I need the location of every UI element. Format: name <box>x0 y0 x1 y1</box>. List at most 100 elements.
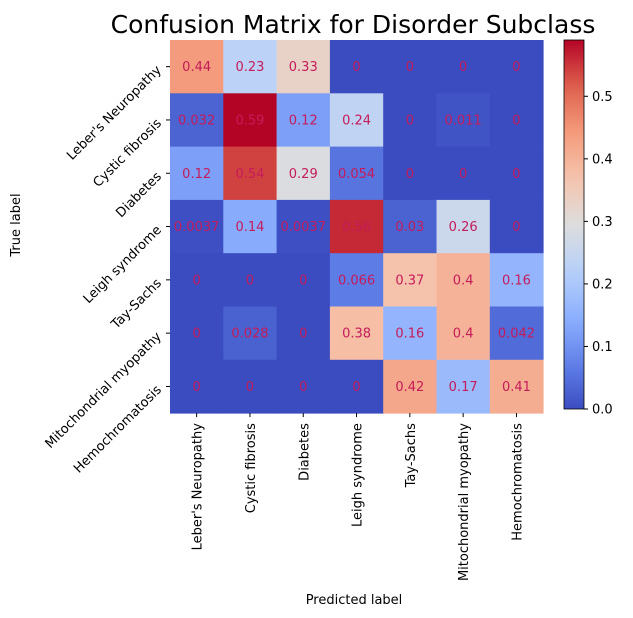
heatmap-cell <box>223 146 278 201</box>
heatmap-cell <box>223 253 278 307</box>
cell-value-label: 0.54 <box>235 167 264 182</box>
x-axis: Leber's Neuropathy Cystic fibrosis Diabete… <box>191 413 525 581</box>
heatmap-cell <box>383 146 437 201</box>
heatmap-cell <box>276 40 331 94</box>
heatmap-cell <box>436 199 491 254</box>
cell-value-label: 0.16 <box>502 273 531 288</box>
y-axis-label: True label <box>9 193 24 257</box>
cell-value-label: 0.028 <box>231 327 268 342</box>
heatmap-cell <box>170 253 224 307</box>
cell-value-label: 0.03 <box>395 220 424 235</box>
cell-value-label: 0 <box>193 273 201 288</box>
heatmap-cell <box>276 253 331 307</box>
heatmap-cell <box>489 199 544 254</box>
cell-value-label: 0.16 <box>395 327 424 342</box>
x-axis-label: Predicted label <box>306 593 403 608</box>
cell-value-label: 0.42 <box>395 380 424 395</box>
cell-value-label: 0 <box>246 380 254 395</box>
heatmap-cell <box>223 199 278 254</box>
cell-value-label: 0 <box>246 273 254 288</box>
heatmap-cell <box>489 253 544 307</box>
cell-value-label: 0.23 <box>235 60 264 75</box>
heatmap-cell <box>276 146 331 201</box>
cell-value-label: 0.011 <box>445 113 482 128</box>
heatmap-cell <box>276 199 331 254</box>
colorbar-gradient <box>563 39 585 410</box>
cell-value-label: 0 <box>406 167 414 182</box>
heatmap-cell <box>170 359 224 414</box>
heatmap-cell <box>383 253 437 307</box>
heatmap-cell <box>329 146 384 201</box>
cell-value-label: 0.042 <box>498 327 535 342</box>
cell-value-label: 0 <box>512 60 520 75</box>
heatmap-cell <box>489 40 544 94</box>
cell-value-label: 0 <box>406 113 414 128</box>
heatmap-cell <box>489 146 544 201</box>
heatmap-cell <box>276 93 331 148</box>
cell-value-label: 0 <box>512 167 520 182</box>
x-tick-label: Leigh syndrome <box>351 423 366 527</box>
heatmap-cell <box>223 359 278 414</box>
heatmap-cell <box>383 93 437 148</box>
cell-value-label: 0 <box>352 380 360 395</box>
cell-value-label: 0 <box>299 273 307 288</box>
y-tick-label: Leber's Neuropathy <box>64 63 165 164</box>
y-tick-label: Tay-Sachs <box>108 276 165 333</box>
cell-value-label: 0.59 <box>235 113 264 128</box>
cell-value-label: 0 <box>193 380 201 395</box>
x-tick-label: Leber's Neuropathy <box>191 423 206 551</box>
heatmap-cell <box>383 306 437 361</box>
cell-value-label: 0.12 <box>289 113 318 128</box>
cell-value-label: 0.26 <box>449 220 478 235</box>
cell-value-label: 0 <box>459 60 467 75</box>
x-tick-label: Hemochromatosis <box>510 423 525 541</box>
cell-value-label: 0.0037 <box>281 220 327 235</box>
heatmap-cell <box>489 93 544 148</box>
cell-value-label: 0 <box>512 113 520 128</box>
heatmap-cell <box>276 359 331 414</box>
cell-annotations: 0.44 0.23 0.33 0 0 0 0 0.032 0.59 0.12 0.24 0 0.011 0… <box>174 60 535 395</box>
cell-value-label: 0 <box>299 380 307 395</box>
heatmap-cell <box>436 359 491 414</box>
x-tick-label: Tay-Sachs <box>404 423 419 489</box>
colorbar-tick-label: 0.1 <box>592 340 613 355</box>
heatmap-cell <box>170 146 224 201</box>
heatmap-cell <box>383 199 437 254</box>
cell-value-label: 0.33 <box>289 60 318 75</box>
heatmap-cell <box>170 40 224 94</box>
cell-value-label: 0.0037 <box>174 220 220 235</box>
heatmap-cell <box>223 40 278 94</box>
heatmap-cell <box>436 93 491 148</box>
cell-value-label: 0.41 <box>502 380 531 395</box>
heatmap-cell <box>329 40 384 94</box>
x-tick-label: Cystic fibrosis <box>244 423 259 513</box>
y-tick-label: Hemochromatosis <box>71 383 165 477</box>
heatmap-cell <box>170 93 224 148</box>
heatmap-cell <box>383 40 437 94</box>
cell-value-label: 0.4 <box>453 327 474 342</box>
x-tick-label: Mitochondrial myopathy <box>457 423 472 581</box>
heatmap-cell <box>329 253 384 307</box>
cell-value-label: 0.4 <box>453 273 474 288</box>
colorbar-tick-label: 0.2 <box>592 277 613 292</box>
cell-value-label: 0.054 <box>338 167 375 182</box>
colorbar-tick-label: 0.3 <box>592 215 613 230</box>
x-tick-label: Diabetes <box>297 423 312 481</box>
cell-value-label: 0 <box>193 327 201 342</box>
heatmap-cell <box>383 359 437 414</box>
cell-value-label: 0.24 <box>342 113 371 128</box>
cell-value-label: 0 <box>352 60 360 75</box>
cell-value-label: 0.17 <box>449 380 478 395</box>
heatmap-cell <box>436 306 491 361</box>
cell-value-label: 0.032 <box>178 113 215 128</box>
heatmap-cell <box>329 93 384 148</box>
cell-value-label: 0.37 <box>395 273 424 288</box>
cell-value-label: 0.066 <box>338 273 375 288</box>
cell-value-label: 0.56 <box>342 220 371 235</box>
cell-value-label: 0.29 <box>289 167 318 182</box>
heatmap-cell <box>329 359 384 414</box>
colorbar-tick-label: 0.4 <box>592 152 613 167</box>
cell-value-label: 0.14 <box>235 220 264 235</box>
